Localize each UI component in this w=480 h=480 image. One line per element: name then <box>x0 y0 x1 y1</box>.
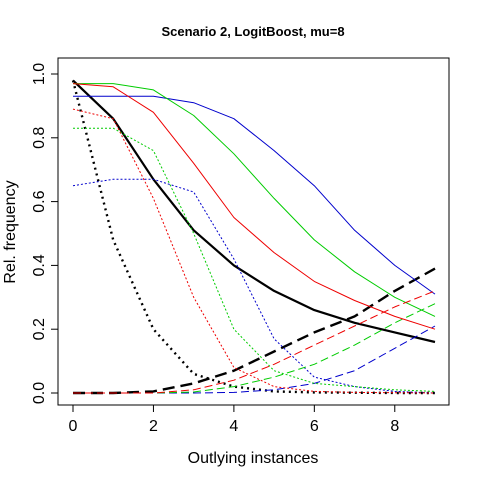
y-axis-label: Rel. frequency <box>2 180 19 283</box>
x-tick-label-8: 8 <box>390 418 399 435</box>
y-tick-label-5: 1.0 <box>31 63 48 85</box>
series-layer <box>71 79 436 395</box>
series-line-1 <box>71 80 435 395</box>
series-line-2 <box>73 267 436 395</box>
series-line-11 <box>73 290 436 394</box>
series-line-10 <box>72 108 436 394</box>
series-line-4 <box>72 178 436 394</box>
x-axis-label: Outlying instances <box>188 450 319 467</box>
series-line-8 <box>73 303 436 394</box>
x-tick-label-0: 0 <box>69 418 78 435</box>
y-tick-label-3: 0.6 <box>31 190 48 212</box>
series-line-6 <box>73 83 436 317</box>
series-line-5 <box>73 325 436 394</box>
y-tick-label-2: 0.4 <box>31 254 48 276</box>
series-line-0 <box>72 79 436 344</box>
chart-title: Scenario 2, LogitBoost, mu=8 <box>161 24 344 39</box>
series-line-7 <box>73 127 436 392</box>
y-tick-label-0: 0.0 <box>31 382 48 404</box>
plot-frame <box>57 57 450 406</box>
series-line-3 <box>73 95 436 295</box>
x-tick-label-4: 4 <box>229 418 238 435</box>
x-axis: 0 2 4 6 8 <box>69 405 399 435</box>
series-line-9 <box>72 83 436 330</box>
y-axis: 0.0 0.2 0.4 0.6 0.8 1.0 <box>31 63 58 404</box>
y-tick-label-1: 0.2 <box>31 318 48 340</box>
x-tick-label-2: 2 <box>149 418 158 435</box>
x-tick-label-6: 6 <box>310 418 319 435</box>
y-tick-label-4: 0.8 <box>31 127 48 149</box>
